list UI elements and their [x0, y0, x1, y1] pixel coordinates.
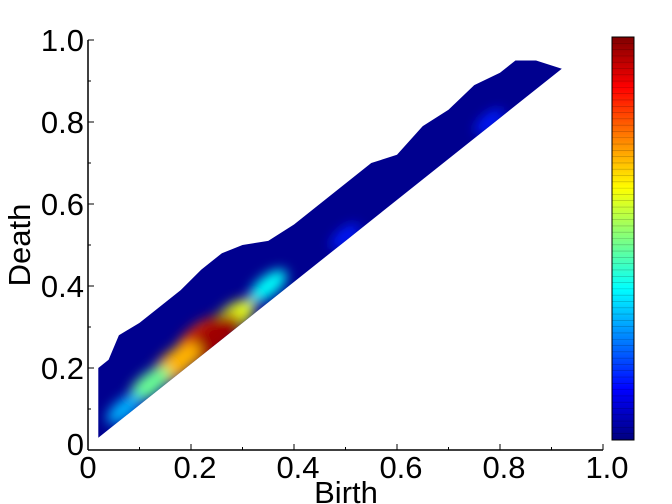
x-tick-label-1: 0.2 [173, 450, 216, 485]
y-tick-label-5: 1.0 [41, 23, 84, 58]
colorbar [611, 36, 635, 441]
plot-area [98, 60, 562, 438]
axes-frame [87, 40, 603, 451]
x-tick-label-4: 0.8 [482, 450, 525, 485]
y-axis-label: Death [2, 204, 37, 287]
x-tick-label-0: 0 [79, 450, 96, 485]
hotspot-7 [330, 224, 361, 250]
y-tick-label-0: 0 [67, 427, 84, 462]
x-tick-label-5: 1.0 [585, 450, 628, 485]
y-axis-ticks: 0 0.2 0.4 0.6 0.8 1.0 [41, 23, 94, 462]
x-axis-ticks: 0 0.2 0.4 0.6 0.8 1.0 [79, 444, 629, 485]
y-tick-label-1: 0.2 [41, 351, 84, 386]
y-tick-label-4: 0.8 [41, 105, 84, 140]
hotspot-5 [129, 366, 171, 403]
x-axis-label: Birth [314, 475, 378, 504]
y-tick-label-2: 0.4 [41, 269, 84, 304]
hotspot-8 [475, 109, 505, 135]
hotspot-6 [106, 394, 142, 424]
x-tick-label-3: 0.6 [379, 450, 422, 485]
y-tick-label-3: 0.6 [41, 187, 84, 222]
x-tick-label-2: 0.4 [276, 450, 319, 485]
hotspot-0 [249, 269, 287, 303]
